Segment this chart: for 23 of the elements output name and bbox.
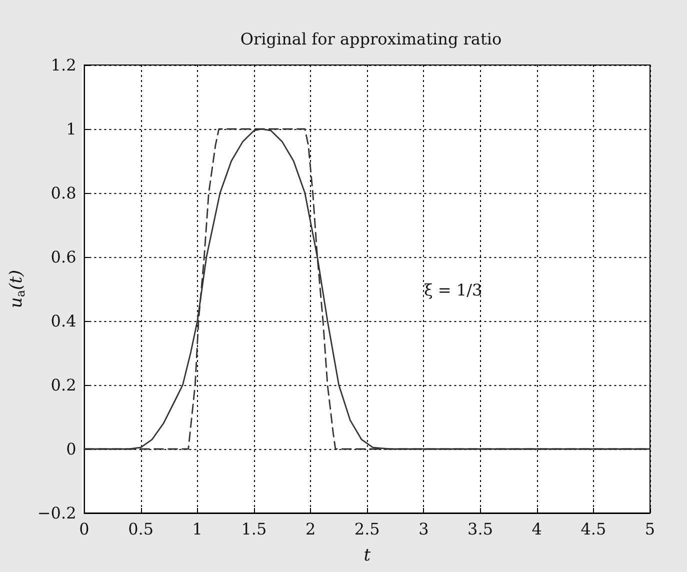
x-tick-label: 3 — [418, 520, 429, 538]
y-tick-label: 1 — [66, 120, 76, 138]
y-tick-label: 0 — [66, 440, 76, 458]
x-tick-label: 0 — [79, 520, 90, 538]
y-tick-label: 0.4 — [50, 312, 76, 330]
x-tick-label: 4.5 — [580, 520, 606, 538]
y-axis-title: ua(t) — [6, 270, 28, 308]
y-tick-label: 0.6 — [50, 248, 76, 266]
x-axis-title: t — [364, 546, 371, 566]
x-tick-label: 5 — [644, 520, 656, 538]
x-tick-label: 3.5 — [468, 520, 493, 538]
x-tick-label: 1.5 — [241, 520, 267, 538]
y-tick-label: 0.8 — [50, 184, 76, 202]
x-tick-label: 4 — [532, 520, 542, 538]
x-tick-label: 0.5 — [128, 520, 154, 538]
y-tick-label: 1.2 — [50, 56, 76, 74]
x-tick-label: 1 — [192, 520, 202, 538]
chart-title: Original for approximating ratio — [240, 30, 502, 48]
annotation: ξ = 1/3 — [424, 280, 482, 300]
y-tick-label: 0.2 — [50, 376, 76, 394]
x-tick-label: 2.5 — [354, 520, 380, 538]
x-tick-label: 2 — [305, 520, 316, 538]
y-tick-label: −0.2 — [37, 504, 76, 522]
